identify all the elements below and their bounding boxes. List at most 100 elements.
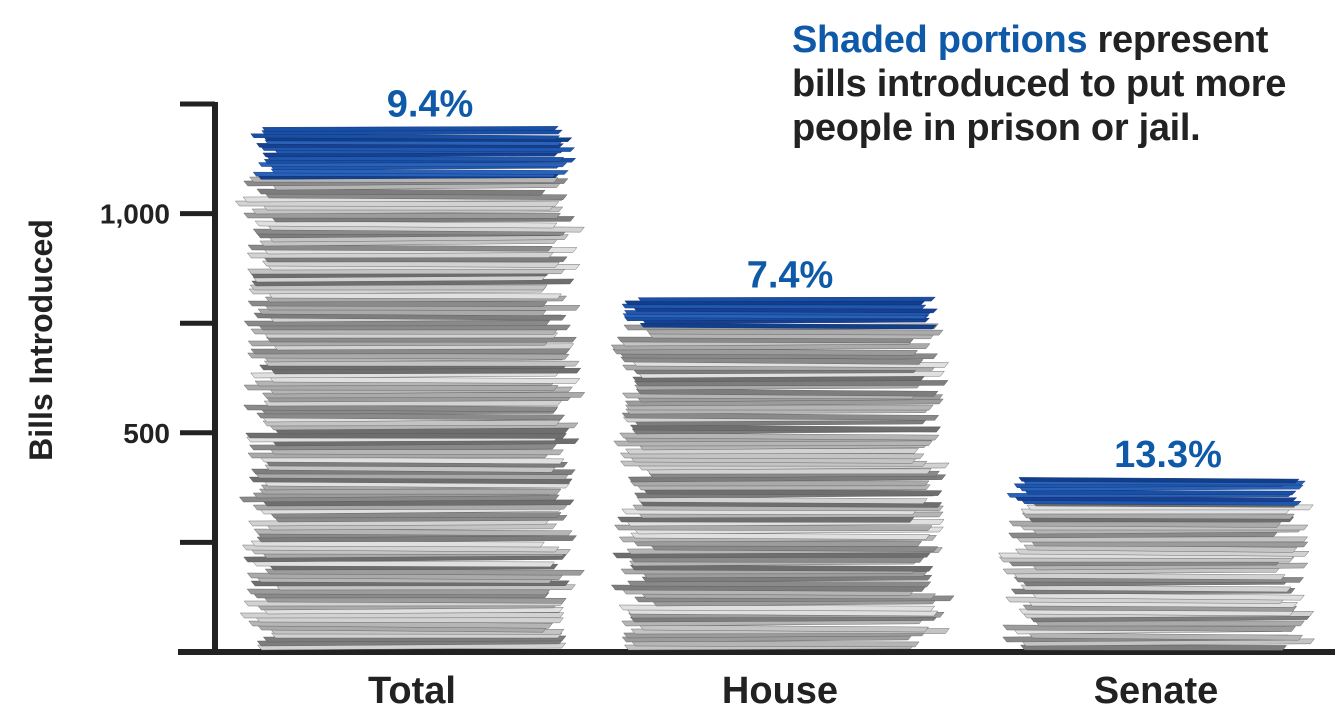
paper-sheet — [254, 220, 558, 229]
shaded-sheet — [250, 133, 561, 140]
shaded-sheet — [1018, 477, 1300, 484]
paper-sheet — [257, 308, 547, 316]
paper-sheet — [630, 640, 920, 648]
paper-sheet — [256, 412, 566, 421]
paper-sheet — [263, 256, 568, 263]
percent-label-house: 7.4% — [747, 254, 834, 296]
paper-sheet — [269, 376, 581, 384]
paper-sheet — [620, 452, 925, 460]
paper-sheet — [629, 480, 930, 487]
paper-sheet — [253, 528, 573, 536]
paper-sheet — [250, 540, 545, 548]
shaded-sheet — [1024, 489, 1297, 496]
paper-sheet — [1015, 536, 1309, 543]
paper-sheet — [1031, 592, 1305, 601]
y-axis-label: Bills Introduced — [23, 219, 59, 461]
shaded-sheet — [639, 323, 937, 330]
y-tick-label: 500 — [123, 418, 170, 449]
paper-sheet — [645, 468, 932, 475]
paper-sheet — [620, 356, 924, 365]
paper-sheet — [643, 488, 943, 496]
annotation-highlight: Shaded portions — [792, 19, 1088, 61]
paper-sheet — [636, 496, 928, 504]
paper-sheet — [243, 320, 551, 327]
paper-sheet — [650, 544, 939, 552]
paper-sheet — [267, 292, 562, 300]
bar-house — [610, 296, 955, 651]
paper-sheet — [619, 432, 940, 441]
shaded-sheet — [637, 296, 936, 302]
shaded-sheet — [261, 126, 559, 132]
paper-sheet — [625, 448, 919, 455]
paper-sheet — [250, 348, 571, 355]
paper-sheet — [262, 260, 560, 268]
paper-sheet — [235, 200, 560, 207]
paper-sheet — [247, 244, 553, 252]
paper-sheet — [247, 300, 548, 307]
paper-sheet — [1021, 512, 1295, 520]
paper-sheet — [618, 604, 936, 612]
annotation: Shaded portions represent bills introduc… — [792, 18, 1322, 150]
paper-sheet — [625, 404, 934, 411]
paper-sheet — [617, 516, 915, 523]
paper-sheet — [247, 352, 570, 360]
paper-sheet — [249, 284, 548, 291]
y-tick-label: 1,000 — [100, 199, 170, 230]
paper-sheet — [259, 456, 565, 465]
paper-sheet — [1008, 520, 1282, 528]
paper-sheet — [1034, 620, 1305, 627]
percent-label-total: 9.4% — [387, 83, 474, 125]
paper-sheet — [243, 384, 559, 391]
paper-sheet — [243, 212, 561, 219]
shaded-sheet — [270, 168, 569, 175]
bar-total — [235, 126, 586, 651]
paper-sheet — [264, 568, 585, 576]
paper-sheet — [259, 488, 562, 495]
category-label-house: House — [722, 670, 838, 709]
paper-sheet — [258, 324, 571, 331]
paper-sheet — [645, 328, 944, 336]
paper-sheet — [269, 448, 564, 456]
paper-sheet — [612, 348, 918, 356]
paper-sheet — [614, 524, 933, 531]
category-label-senate: Senate — [1094, 670, 1219, 709]
paper-sheet — [1002, 624, 1296, 632]
percent-label-senate: 13.3% — [1114, 434, 1222, 476]
paper-sheet — [256, 188, 546, 196]
shaded-sheet — [258, 162, 568, 168]
paper-sheet — [255, 616, 564, 624]
paper-sheet — [269, 512, 562, 519]
paper-sheet — [265, 336, 577, 343]
paper-sheet — [245, 432, 567, 439]
annotation-text: represent bills introduced to put more p… — [792, 19, 1287, 149]
paper-sheet — [1020, 644, 1287, 651]
shaded-sheet — [260, 146, 576, 152]
shaded-sheet — [266, 155, 565, 162]
paper-sheet — [629, 424, 941, 433]
paper-sheet — [638, 624, 930, 633]
bar-senate — [998, 477, 1315, 651]
shaded-sheet — [1014, 496, 1298, 502]
paper-sheet — [239, 612, 565, 619]
paper-sheet — [635, 388, 939, 397]
paper-sheet — [263, 596, 567, 604]
paper-sheet — [243, 404, 559, 412]
y-axis: 500 1,000 — [100, 101, 218, 654]
paper-sheet — [262, 392, 586, 399]
paper-sheet — [1030, 540, 1309, 548]
paper-sheet — [262, 420, 561, 427]
paper-sheet — [1020, 584, 1292, 593]
shaded-sheet — [621, 303, 927, 310]
bars — [235, 126, 1315, 651]
paper-sheet — [1028, 632, 1303, 641]
paper-sheet — [1012, 572, 1286, 580]
paper-sheet — [613, 440, 933, 447]
category-label-total: Total — [368, 670, 456, 709]
paper-sheet — [627, 580, 932, 588]
labels: 9.4% Total 7.4% House 13.3% Senate — [368, 83, 1222, 709]
paper-sheet — [263, 360, 580, 367]
paper-sheet — [630, 532, 931, 540]
paper-sheet — [621, 412, 940, 421]
paper-sheet — [629, 564, 934, 572]
